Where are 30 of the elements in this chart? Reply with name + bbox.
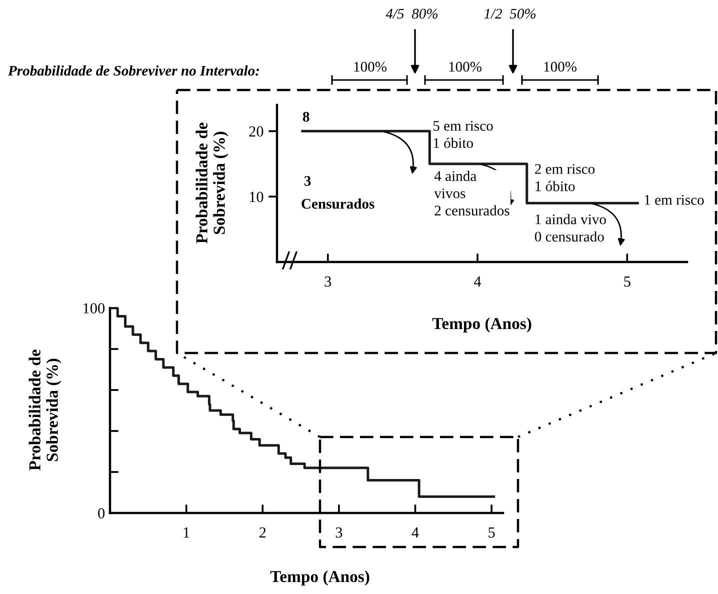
y-axis-title: Probabilidade de Sobrevida (%) — [28, 350, 62, 470]
x-tick-label: 5 — [488, 527, 495, 538]
annotation: 2 em risco 1 óbito — [535, 164, 595, 192]
text: 100% — [449, 62, 482, 72]
text: 4/5 80% — [386, 8, 438, 19]
text: Probabilidade de Sobreviver no Intervalo: — [8, 65, 259, 76]
x-tick-label: 4 — [474, 276, 482, 286]
y-tick-label: 10 — [250, 192, 264, 202]
annotation: 8 — [302, 112, 310, 122]
text: 1/2 50% — [484, 8, 536, 19]
annotation: Censurados — [302, 198, 374, 209]
annotation: 5 em risco 1 óbito — [433, 120, 493, 148]
annotation: 3 — [304, 176, 311, 186]
x-axis-title: Tempo (Anos) — [270, 570, 370, 586]
x-tick-label: 5 — [624, 276, 630, 287]
text: 100% — [354, 62, 387, 72]
x-tick-label: 2 — [259, 527, 266, 538]
x-axis-title: Tempo (Anos) — [432, 317, 532, 333]
text: 100% — [544, 62, 577, 72]
annotation: 1 em risco — [644, 195, 704, 205]
y-tick-label: 0 — [98, 508, 105, 518]
x-tick-label: 3 — [336, 527, 342, 538]
y-tick-label: 100 — [84, 303, 105, 314]
annotation: 1 ainda vivo 0 censurado — [534, 214, 606, 242]
x-tick-label: 4 — [412, 527, 419, 538]
y-tick-label: 20 — [249, 126, 264, 137]
annotation: 4 ainda vivos 2 censurados — [434, 170, 510, 216]
x-tick-label: 3 — [324, 276, 332, 287]
y-axis-title: Probabilidade de Sobrevida (%) — [196, 122, 228, 244]
x-tick-label: 1 — [184, 527, 190, 538]
